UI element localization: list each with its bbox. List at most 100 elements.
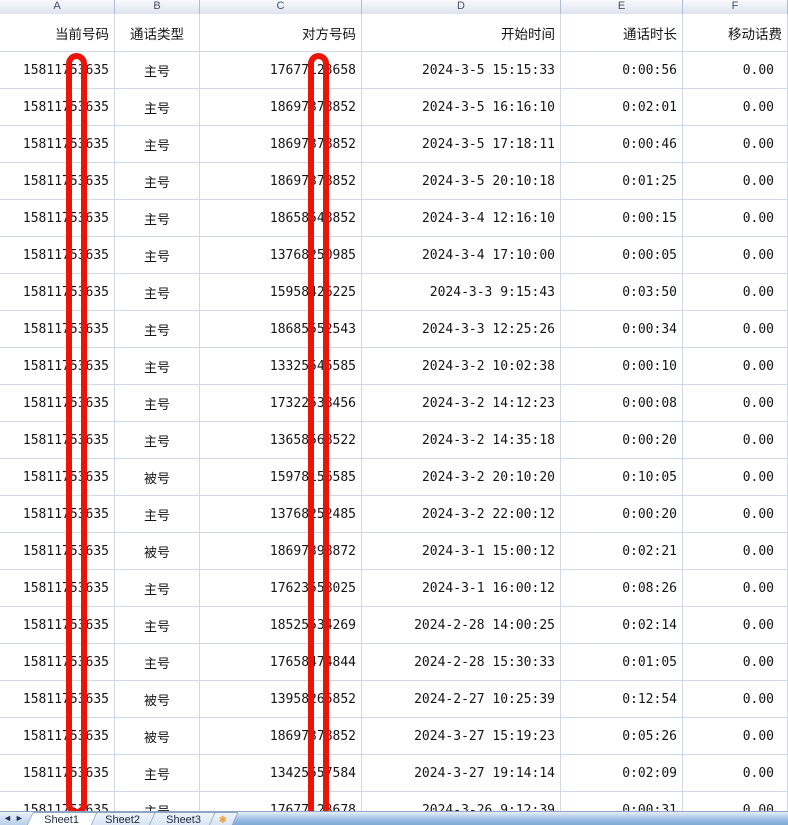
cell-peer-number[interactable]: 18697398872 <box>200 533 362 570</box>
cell-current-number[interactable]: 15811753635 <box>0 311 115 348</box>
cell-start-time[interactable]: 2024-3-5 20:10:18 <box>362 163 561 200</box>
sheet-tab-sheet3[interactable]: Sheet3 <box>144 812 220 825</box>
cell-call-type[interactable]: 被号 <box>115 718 200 755</box>
cell-duration[interactable]: 0:01:05 <box>561 644 683 681</box>
next-sheet-icon[interactable]: ► <box>14 813 24 823</box>
cell-peer-number[interactable]: 17658474844 <box>200 644 362 681</box>
cell-current-number[interactable]: 15811753635 <box>0 274 115 311</box>
cell-call-type[interactable]: 主号 <box>115 570 200 607</box>
cell-current-number[interactable]: 15811753635 <box>0 52 115 89</box>
cell-current-number[interactable]: 15811753635 <box>0 533 115 570</box>
column-header-b[interactable]: B <box>115 0 200 14</box>
cell-call-type[interactable]: 被号 <box>115 681 200 718</box>
cell-current-number[interactable]: 15811753635 <box>0 89 115 126</box>
cell-current-number[interactable]: 15811753635 <box>0 496 115 533</box>
cell-peer-number[interactable]: 18685552543 <box>200 311 362 348</box>
cell-duration[interactable]: 0:00:05 <box>561 237 683 274</box>
cell-mobile-fee[interactable]: 0.00 <box>683 237 788 274</box>
cell-duration[interactable]: 0:00:08 <box>561 385 683 422</box>
cell-current-number[interactable]: 15811753635 <box>0 422 115 459</box>
cell-start-time[interactable]: 2024-3-27 15:19:23 <box>362 718 561 755</box>
header-cell-peer-number[interactable]: 对方号码 <box>200 14 362 52</box>
cell-duration[interactable]: 0:00:10 <box>561 348 683 385</box>
cell-current-number[interactable]: 15811753635 <box>0 681 115 718</box>
cell-start-time[interactable]: 2024-3-2 10:02:38 <box>362 348 561 385</box>
cell-call-type[interactable]: 主号 <box>115 607 200 644</box>
cell-call-type[interactable]: 主号 <box>115 200 200 237</box>
prev-sheet-icon[interactable]: ◄ <box>3 813 12 823</box>
cell-peer-number[interactable]: 18697378852 <box>200 163 362 200</box>
header-cell-start-time[interactable]: 开始时间 <box>362 14 561 52</box>
cell-call-type[interactable]: 主号 <box>115 385 200 422</box>
cell-call-type[interactable]: 主号 <box>115 52 200 89</box>
cell-mobile-fee[interactable]: 0.00 <box>683 533 788 570</box>
cell-current-number[interactable]: 15811753635 <box>0 348 115 385</box>
cell-peer-number[interactable]: 15978156585 <box>200 459 362 496</box>
cell-peer-number[interactable]: 13768252485 <box>200 496 362 533</box>
cell-peer-number[interactable]: 18658548852 <box>200 200 362 237</box>
cell-start-time[interactable]: 2024-2-27 10:25:39 <box>362 681 561 718</box>
cell-start-time[interactable]: 2024-3-4 12:16:10 <box>362 200 561 237</box>
cell-duration[interactable]: 0:02:14 <box>561 607 683 644</box>
cell-call-type[interactable]: 主号 <box>115 89 200 126</box>
cell-peer-number[interactable]: 17322538456 <box>200 385 362 422</box>
cell-current-number[interactable]: 15811753635 <box>0 163 115 200</box>
cell-mobile-fee[interactable]: 0.00 <box>683 718 788 755</box>
cell-current-number[interactable]: 15811753635 <box>0 570 115 607</box>
cell-peer-number[interactable]: 13325545585 <box>200 348 362 385</box>
cell-duration[interactable]: 0:00:34 <box>561 311 683 348</box>
cell-duration[interactable]: 0:05:26 <box>561 718 683 755</box>
cell-duration[interactable]: 0:08:26 <box>561 570 683 607</box>
cell-mobile-fee[interactable]: 0.00 <box>683 644 788 681</box>
cell-call-type[interactable]: 主号 <box>115 274 200 311</box>
cell-duration[interactable]: 0:00:46 <box>561 126 683 163</box>
cell-peer-number[interactable]: 18525534269 <box>200 607 362 644</box>
cell-current-number[interactable]: 15811753635 <box>0 126 115 163</box>
cell-duration[interactable]: 0:12:54 <box>561 681 683 718</box>
cell-mobile-fee[interactable]: 0.00 <box>683 311 788 348</box>
cell-duration[interactable]: 0:02:09 <box>561 755 683 792</box>
cell-current-number[interactable]: 15811753635 <box>0 718 115 755</box>
cell-mobile-fee[interactable]: 0.00 <box>683 385 788 422</box>
cell-duration[interactable]: 0:02:21 <box>561 533 683 570</box>
cell-duration[interactable]: 0:00:20 <box>561 422 683 459</box>
cell-mobile-fee[interactable]: 0.00 <box>683 126 788 163</box>
cell-call-type[interactable]: 主号 <box>115 422 200 459</box>
cell-mobile-fee[interactable]: 0.00 <box>683 422 788 459</box>
cell-mobile-fee[interactable]: 0.00 <box>683 348 788 385</box>
cell-call-type[interactable]: 主号 <box>115 348 200 385</box>
cell-mobile-fee[interactable]: 0.00 <box>683 496 788 533</box>
cell-start-time[interactable]: 2024-3-5 17:18:11 <box>362 126 561 163</box>
cell-current-number[interactable]: 15811753635 <box>0 200 115 237</box>
cell-peer-number[interactable]: 17623558025 <box>200 570 362 607</box>
cell-start-time[interactable]: 2024-3-2 22:00:12 <box>362 496 561 533</box>
header-cell-mobile-fee[interactable]: 移动话费 <box>683 14 788 52</box>
column-header-c[interactable]: C <box>200 0 362 14</box>
cell-duration[interactable]: 0:10:05 <box>561 459 683 496</box>
cell-start-time[interactable]: 2024-3-5 15:15:33 <box>362 52 561 89</box>
cell-peer-number[interactable]: 13768250985 <box>200 237 362 274</box>
cell-current-number[interactable]: 15811753635 <box>0 237 115 274</box>
cell-mobile-fee[interactable]: 0.00 <box>683 200 788 237</box>
cell-start-time[interactable]: 2024-2-28 15:30:33 <box>362 644 561 681</box>
header-cell-current-number[interactable]: 当前号码 <box>0 14 115 52</box>
cell-call-type[interactable]: 主号 <box>115 126 200 163</box>
cell-call-type[interactable]: 主号 <box>115 237 200 274</box>
cell-duration[interactable]: 0:00:20 <box>561 496 683 533</box>
cell-call-type[interactable]: 被号 <box>115 533 200 570</box>
cell-duration[interactable]: 0:01:25 <box>561 163 683 200</box>
cell-mobile-fee[interactable]: 0.00 <box>683 89 788 126</box>
cell-current-number[interactable]: 15811753635 <box>0 385 115 422</box>
cell-mobile-fee[interactable]: 0.00 <box>683 607 788 644</box>
cell-start-time[interactable]: 2024-3-3 12:25:26 <box>362 311 561 348</box>
cell-peer-number[interactable]: 18697378852 <box>200 718 362 755</box>
cell-peer-number[interactable]: 18697378852 <box>200 89 362 126</box>
cell-duration[interactable]: 0:00:56 <box>561 52 683 89</box>
header-cell-duration[interactable]: 通话时长 <box>561 14 683 52</box>
cell-start-time[interactable]: 2024-3-2 14:12:23 <box>362 385 561 422</box>
cell-mobile-fee[interactable]: 0.00 <box>683 274 788 311</box>
cell-current-number[interactable]: 15811753635 <box>0 607 115 644</box>
column-header-d[interactable]: D <box>362 0 561 14</box>
cell-call-type[interactable]: 主号 <box>115 163 200 200</box>
cell-peer-number[interactable]: 17677123658 <box>200 52 362 89</box>
